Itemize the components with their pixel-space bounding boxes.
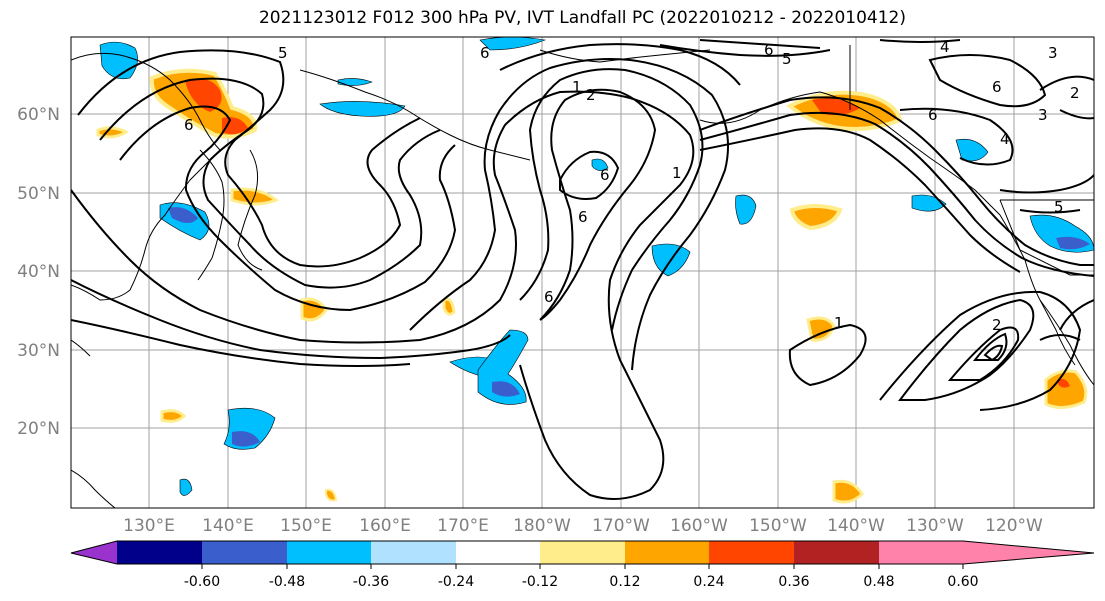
- lon-label: 170°E: [437, 516, 489, 536]
- positive-patch: [160, 409, 187, 423]
- contour-label: 2: [586, 86, 596, 104]
- colorbar-tick-label: 0.48: [863, 574, 894, 590]
- colorbar-tick-label: -0.48: [269, 574, 305, 590]
- colorbar: -0.60 -0.48 -0.36 -0.24 -0.12 0.12 0.24 …: [70, 540, 1095, 590]
- contour-label: 6: [928, 106, 938, 124]
- lon-label: 170°W: [592, 516, 650, 536]
- lon-label: 160°W: [670, 516, 728, 536]
- positive-patch: [96, 126, 129, 139]
- map-title: 2021123012 F012 300 hPa PV, IVT Landfall…: [258, 8, 906, 28]
- map-panel: 5 6 4 5 6 6 3 1 2 6 6 6 6 1 1 5 2 4 3 6: [70, 36, 1095, 509]
- lat-label: 20°N: [17, 419, 60, 439]
- colorbar-extend-low: [71, 541, 117, 564]
- lon-label: 150°W: [749, 516, 807, 536]
- colorbar-bin: [117, 541, 202, 564]
- colorbar-bin: [202, 541, 287, 564]
- colorbar-bin: [287, 541, 371, 564]
- contour-label: 6: [600, 166, 610, 184]
- positive-patch: [832, 479, 864, 504]
- longitude-labels: 130°E 140°E 150°E 160°E 170°E 180°W 170°…: [123, 516, 1043, 536]
- colorbar-bin: [540, 541, 625, 564]
- map-frame: [70, 36, 1095, 509]
- negative-patch: [319, 101, 406, 117]
- coastlines: [71, 45, 1094, 508]
- colorbar-outline: [70, 540, 1095, 565]
- contour-label: 3: [1048, 44, 1058, 62]
- positive-patch: [789, 204, 843, 231]
- colorbar-tick-label: 0.12: [609, 574, 640, 590]
- colorbar-tick-label: 0.60: [947, 574, 978, 590]
- negative-strong-patch: [492, 381, 520, 397]
- positive-patch: [442, 297, 456, 316]
- lon-label: 180°W: [513, 516, 571, 536]
- contour-label: 4: [1000, 130, 1010, 148]
- negative-patch: [735, 194, 757, 225]
- negative-patch: [337, 78, 373, 86]
- positive-strong-patch: [185, 78, 222, 112]
- contour-label: 6: [480, 44, 490, 62]
- colorbar-bin: [625, 541, 709, 564]
- negative-patch: [179, 478, 193, 496]
- colorbar-extend-high: [963, 541, 1094, 564]
- latitude-labels: 60°N 50°N 40°N 30°N 20°N: [17, 105, 60, 439]
- colorbar-tick-label: -0.36: [353, 574, 389, 590]
- negative-strong-patch: [232, 431, 260, 447]
- ivt-shading: [96, 37, 1094, 504]
- lat-label: 40°N: [17, 262, 60, 282]
- colorbar-bin: [794, 541, 879, 564]
- lon-label: 150°E: [280, 516, 332, 536]
- contour-label: 1: [834, 314, 844, 332]
- lon-label: 160°E: [359, 516, 411, 536]
- contour-label: 6: [992, 78, 1002, 96]
- colorbar-tick-label: -0.24: [438, 574, 474, 590]
- colorbar-tick-label: -0.12: [522, 574, 558, 590]
- negative-patch: [477, 329, 529, 405]
- contour-label: 1: [672, 164, 682, 182]
- contour-label: 3: [1038, 106, 1048, 124]
- negative-strong-patch: [1056, 236, 1090, 250]
- lat-label: 60°N: [17, 105, 60, 125]
- negative-patch: [479, 37, 547, 51]
- lat-label: 30°N: [17, 341, 60, 361]
- contour-labels: 5 6 4 5 6 6 3 1 2 6 6 6 6 1 1 5 2 4 3 6: [184, 38, 1080, 334]
- positive-strong-patch: [1058, 378, 1070, 388]
- positive-patch: [325, 488, 338, 502]
- positive-patch: [806, 316, 836, 342]
- lon-label: 130°E: [123, 516, 175, 536]
- lon-label: 140°E: [202, 516, 254, 536]
- colorbar-bin: [456, 541, 540, 564]
- colorbar-bin: [709, 541, 794, 564]
- contour-label: 5: [1054, 198, 1064, 216]
- colorbar-tick-label: 0.36: [778, 574, 809, 590]
- lat-label: 50°N: [17, 184, 60, 204]
- contour-label: 2: [1070, 84, 1080, 102]
- contour-label: 5: [278, 44, 288, 62]
- pv-contours: [71, 39, 1094, 500]
- contour-label: 5: [782, 50, 792, 68]
- contour-label: 2: [992, 316, 1002, 334]
- lon-label: 130°W: [906, 516, 964, 536]
- colorbar-bin: [879, 541, 963, 564]
- colorbar-ticks: -0.60 -0.48 -0.36 -0.24 -0.12 0.12 0.24 …: [184, 564, 979, 590]
- lon-label: 140°W: [827, 516, 885, 536]
- contour-label: 6: [764, 41, 774, 59]
- lon-label: 120°W: [985, 516, 1043, 536]
- contour-label: 6: [544, 288, 554, 306]
- negative-strong-patch: [168, 207, 198, 223]
- positive-patch: [1044, 369, 1088, 409]
- contour-label: 4: [940, 38, 950, 56]
- contour-label: 6: [184, 116, 194, 134]
- contour-label: 6: [578, 208, 588, 226]
- contour-label: 1: [572, 78, 582, 96]
- colorbar-bin: [371, 541, 456, 564]
- colorbar-tick-label: -0.60: [184, 574, 220, 590]
- negative-patch: [591, 158, 609, 171]
- colorbar-tick-label: 0.24: [693, 574, 724, 590]
